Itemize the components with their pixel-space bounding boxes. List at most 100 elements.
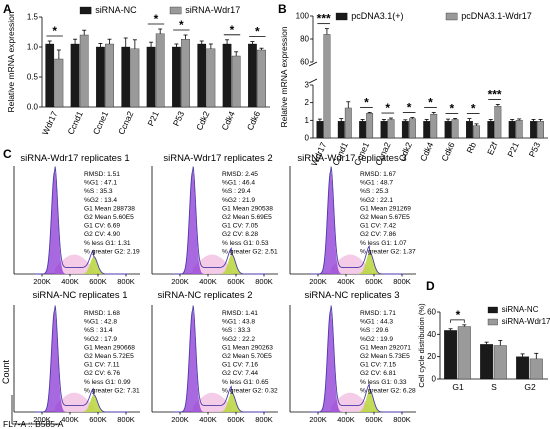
histogram-stat: G2 CV: 6.76 bbox=[84, 370, 120, 377]
bar bbox=[515, 120, 523, 139]
significance-mark: *** bbox=[317, 12, 331, 26]
g1-peak bbox=[311, 310, 405, 412]
significance-mark: * bbox=[471, 102, 476, 116]
legend-swatch bbox=[487, 318, 498, 326]
category-label: G1 bbox=[452, 382, 464, 392]
histogram-stat: G2 Mean 5.69E5 bbox=[222, 214, 272, 221]
histogram-stat: % less G1: 0.65 bbox=[222, 379, 269, 386]
histogram-stat: G1 CV: 7.05 bbox=[222, 223, 258, 230]
x-tick-label: 600K bbox=[365, 277, 383, 286]
histogram-title: siRNA-NC replicates 3 bbox=[304, 290, 399, 301]
legend-entry: siRNA-NC bbox=[502, 305, 539, 314]
histogram-stat: %G1 : 46.4 bbox=[222, 180, 255, 187]
bar bbox=[457, 326, 471, 380]
y-tick-label: 2 bbox=[305, 98, 310, 107]
histogram-stat: %G2 : 17.9 bbox=[84, 336, 117, 343]
y-tick-label: 3 bbox=[305, 81, 310, 90]
histogram-stat: % greater G2: 6.28 bbox=[360, 387, 416, 394]
x-tick-label: 400K bbox=[199, 277, 217, 286]
flow-histogram: siRNA-Wdr17 replicates 1 200K 400K 600K 800K… bbox=[13, 153, 140, 286]
significance-mark: * bbox=[450, 101, 455, 115]
y-tick-label: 0.5 bbox=[27, 73, 39, 82]
bar bbox=[337, 121, 345, 139]
bar bbox=[380, 121, 388, 139]
category-label: Ccnd1 bbox=[65, 109, 85, 136]
histogram-stat: % greater G2: 7.31 bbox=[84, 387, 140, 394]
significance-mark: * bbox=[428, 95, 433, 109]
g1-peak bbox=[311, 171, 405, 274]
histogram-stat: G2 CV: 7.86 bbox=[360, 231, 396, 238]
histogram-title: siRNA-NC replicates 2 bbox=[157, 290, 252, 301]
x-tick-label: 400K bbox=[61, 415, 79, 424]
bar bbox=[206, 48, 216, 108]
category-label: P53 bbox=[527, 140, 543, 158]
bar bbox=[359, 121, 366, 139]
bar bbox=[516, 356, 530, 380]
x-tick-label: 400K bbox=[337, 277, 355, 286]
bar bbox=[105, 43, 114, 108]
histogram-stat: G1 Mean 292071 bbox=[360, 344, 411, 351]
flow-histogram: siRNA-Wdr17 replicates 2 200K 400K 600K 800K… bbox=[151, 153, 278, 286]
category-label: P21 bbox=[505, 140, 521, 158]
y-tick-label: 20 bbox=[427, 352, 436, 361]
histogram-stat: G2 Mean 5.73E5 bbox=[360, 353, 410, 360]
bar bbox=[451, 119, 459, 139]
category-label: Cdk4 bbox=[418, 140, 436, 162]
bar bbox=[494, 106, 502, 139]
bar bbox=[130, 48, 140, 108]
x-tick-label: 800K bbox=[255, 415, 273, 424]
category-label: Cdk6 bbox=[245, 109, 263, 131]
legend-entry: pcDNA3.1(+) bbox=[351, 11, 403, 21]
histogram-curve bbox=[311, 166, 405, 275]
chart-A: 0.0 0.5 1.0 1.5 Relative mRNA expression Wdr1… bbox=[3, 2, 270, 137]
category-label: S bbox=[491, 382, 497, 392]
significance-mark: * bbox=[230, 23, 235, 37]
x-tick-label: 200K bbox=[171, 277, 189, 286]
x-tick-label: 800K bbox=[117, 277, 135, 286]
x-tick-label: 200K bbox=[33, 415, 51, 424]
x-tick-label: 800K bbox=[393, 415, 411, 424]
category-label: Cdk2 bbox=[194, 109, 212, 131]
bar bbox=[493, 345, 507, 380]
significance-mark: * bbox=[179, 18, 184, 32]
histogram-stat: RMSD: 1.67 bbox=[360, 171, 396, 178]
y-tick-label: 0 bbox=[305, 134, 310, 143]
x-tick-label: 400K bbox=[199, 415, 217, 424]
legend-entry: pcDNA3.1-Wdr17 bbox=[461, 11, 532, 21]
category-label: Wdr17 bbox=[40, 109, 60, 136]
histogram-title: siRNA-Wdr17 replicates 2 bbox=[163, 153, 272, 164]
histogram-stat: G1 Mean 291269 bbox=[360, 205, 411, 212]
bar bbox=[473, 125, 480, 139]
bar bbox=[146, 46, 156, 108]
histogram-stat: %S : 31.4 bbox=[84, 327, 113, 334]
category-label: Ccna2 bbox=[116, 109, 136, 136]
x-tick-label: 600K bbox=[365, 415, 383, 424]
bar bbox=[70, 43, 80, 108]
significance-mark: *** bbox=[488, 87, 502, 101]
histogram-stat: G1 CV: 7.16 bbox=[222, 362, 258, 369]
x-tick-label: 800K bbox=[255, 277, 273, 286]
y-tick-label: 1.0 bbox=[27, 43, 39, 52]
y-tick-label: 1 bbox=[305, 116, 310, 125]
legend-swatch bbox=[79, 6, 92, 15]
significance-mark: * bbox=[385, 101, 390, 115]
bar bbox=[54, 58, 64, 108]
bar bbox=[508, 121, 516, 139]
bar bbox=[480, 344, 494, 380]
histogram-stat: RMSD: 2.45 bbox=[222, 171, 258, 178]
significance-mark: * bbox=[154, 12, 159, 26]
histogram-stat: G1 CV: 6.69 bbox=[84, 223, 120, 230]
significance-bracket bbox=[450, 319, 465, 323]
histogram-stat: RMSD: 1.41 bbox=[222, 310, 258, 317]
bar bbox=[45, 43, 55, 108]
histogram-stat: G1 CV: 7.42 bbox=[360, 223, 396, 230]
histogram-stat: G1 Mean 290263 bbox=[222, 344, 273, 351]
histogram-stat: % less G1: 0.99 bbox=[84, 379, 131, 386]
y-axis-label: Count bbox=[1, 360, 11, 385]
flow-histogram: siRNA-NC replicates 3 200K 400K 600K 800K RMS… bbox=[289, 290, 416, 424]
category-label: G2 bbox=[524, 382, 536, 392]
histogram-stat: RMSD: 1.51 bbox=[84, 171, 120, 178]
y-tick-label: 40 bbox=[427, 330, 436, 339]
bar bbox=[423, 121, 431, 139]
